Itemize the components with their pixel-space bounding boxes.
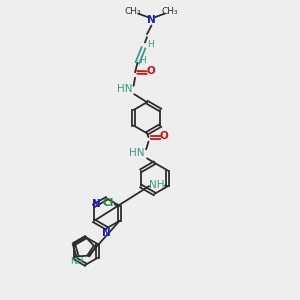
Text: H: H: [148, 40, 154, 49]
Text: NH: NH: [70, 257, 84, 266]
Text: NH: NH: [149, 180, 165, 190]
Text: HN: HN: [129, 148, 144, 158]
Text: O: O: [146, 66, 155, 76]
Text: N: N: [147, 15, 156, 25]
Text: HN: HN: [118, 84, 133, 94]
Text: O: O: [160, 131, 168, 141]
Text: CH₃: CH₃: [162, 7, 178, 16]
Text: CH₃: CH₃: [125, 7, 141, 16]
Text: Cl: Cl: [103, 198, 114, 208]
Text: N: N: [92, 199, 100, 209]
Text: N: N: [102, 228, 111, 238]
Text: H: H: [140, 56, 146, 65]
